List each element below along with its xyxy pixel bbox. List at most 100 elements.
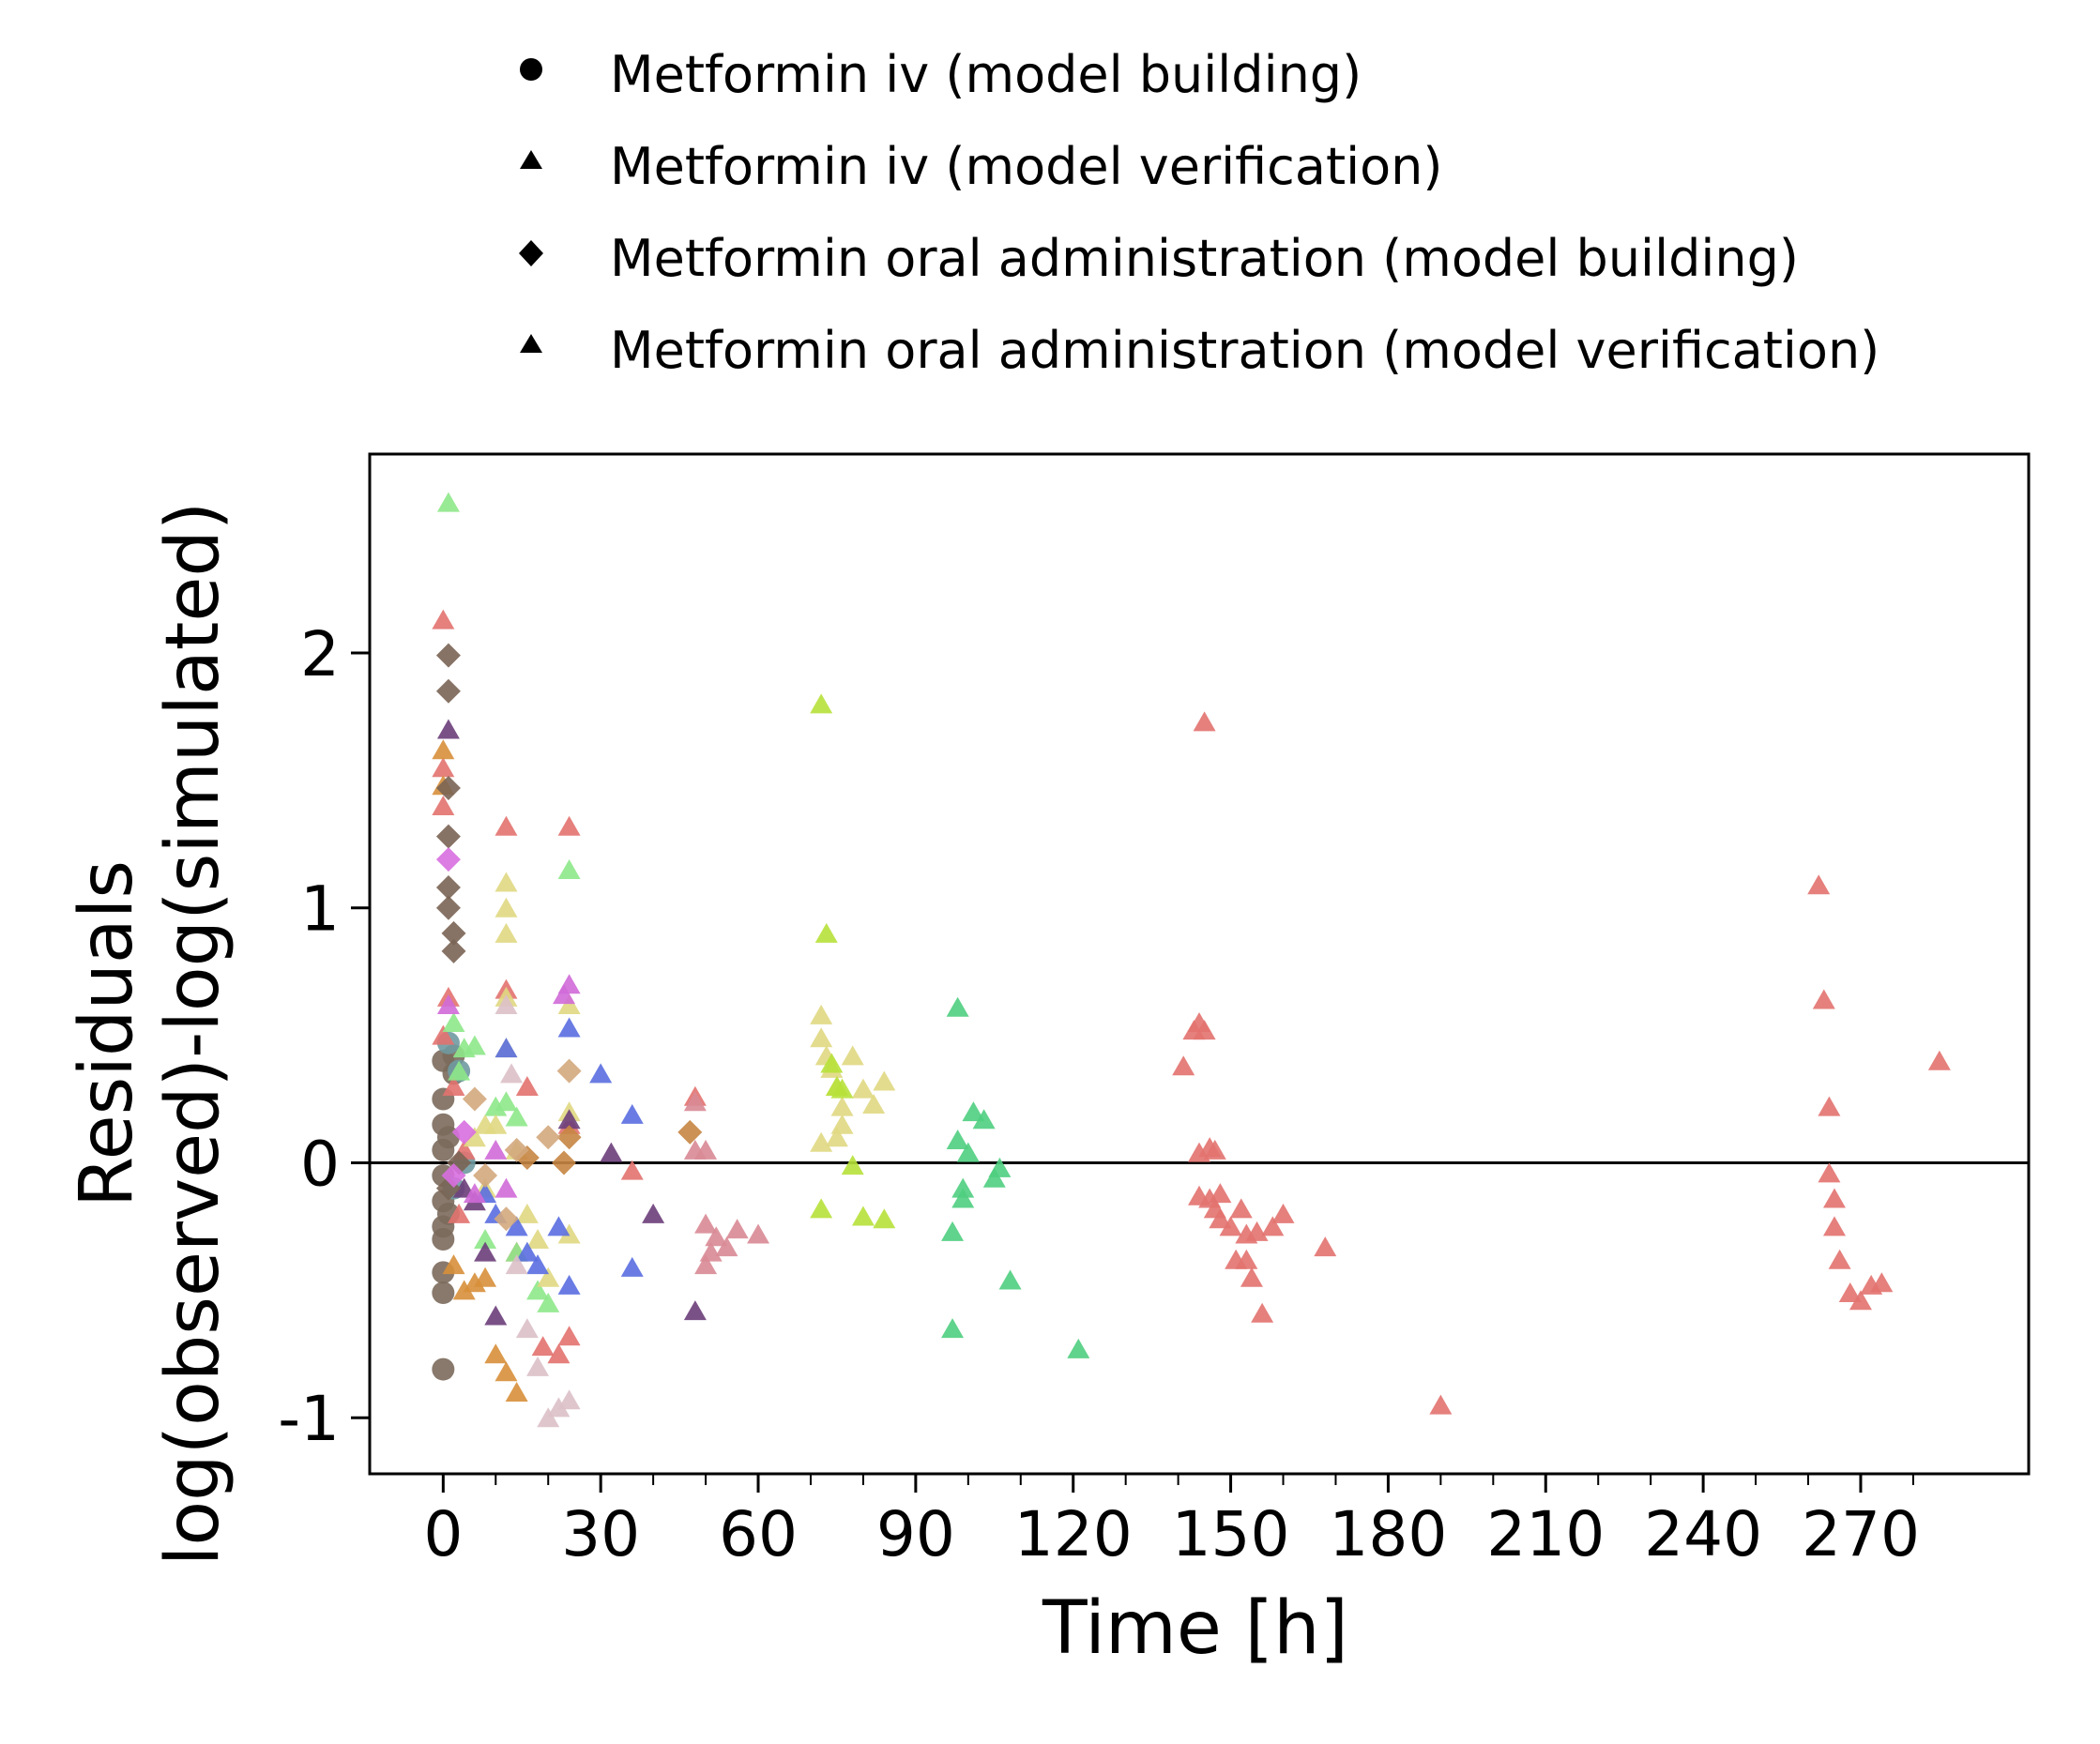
data-point-triangle bbox=[1261, 1216, 1285, 1236]
data-point-triangle bbox=[830, 1096, 854, 1116]
data-point-triangle bbox=[526, 1254, 550, 1275]
data-point-triangle bbox=[436, 492, 460, 512]
data-point-triangle bbox=[810, 1198, 833, 1219]
data-point-triangle bbox=[1245, 1221, 1269, 1241]
x-tick-label: 150 bbox=[1172, 1498, 1290, 1570]
data-point-triangle bbox=[557, 993, 581, 1014]
legend-item-oral-verification: Metformin oral administration (model ver… bbox=[520, 321, 1879, 380]
data-point-triangle bbox=[495, 922, 518, 943]
y-tick-label: 2 bbox=[300, 618, 340, 690]
y-tick-label: 1 bbox=[300, 873, 340, 946]
data-point-triangle bbox=[495, 897, 518, 917]
data-point-triangle bbox=[694, 1139, 718, 1160]
x-tick-label: 0 bbox=[423, 1498, 463, 1570]
data-point-triangle bbox=[442, 1075, 465, 1096]
data-point-triangle bbox=[557, 1223, 581, 1244]
legend-label: Metformin iv (model building) bbox=[610, 45, 1362, 104]
data-point-diamond bbox=[536, 1125, 561, 1150]
data-point-triangle bbox=[1818, 1096, 1841, 1116]
data-point-circle bbox=[432, 1357, 455, 1381]
data-point-triangle bbox=[432, 1024, 455, 1045]
data-point-triangle bbox=[463, 1035, 486, 1055]
data-point-triangle bbox=[747, 1223, 770, 1244]
data-point-triangle bbox=[810, 1027, 833, 1048]
data-point-triangle bbox=[557, 815, 581, 836]
data-point-triangle bbox=[484, 1305, 508, 1326]
data-point-triangle bbox=[484, 1139, 508, 1160]
data-point-triangle bbox=[531, 1336, 555, 1357]
data-point-triangle bbox=[988, 1157, 1012, 1177]
data-point-triangle bbox=[1193, 1020, 1216, 1040]
data-point-triangle bbox=[725, 1219, 749, 1239]
data-point-triangle bbox=[1240, 1266, 1263, 1287]
data-point-triangle bbox=[463, 1272, 486, 1293]
x-tick-label: 30 bbox=[561, 1498, 640, 1570]
data-point-triangle bbox=[683, 1091, 707, 1112]
data-point-triangle bbox=[946, 1130, 969, 1150]
data-point-triangle bbox=[1172, 1055, 1195, 1076]
data-point-triangle bbox=[873, 1070, 896, 1091]
data-point-diamond bbox=[462, 1086, 487, 1112]
data-point-triangle bbox=[1429, 1394, 1453, 1415]
data-point-triangle bbox=[463, 1127, 486, 1147]
data-point-triangle bbox=[699, 1241, 723, 1262]
data-point-triangle bbox=[946, 996, 969, 1017]
data-point-triangle bbox=[810, 1004, 833, 1024]
data-point-diamond bbox=[552, 1150, 577, 1175]
x-tick-label: 210 bbox=[1486, 1498, 1605, 1570]
data-point-triangle bbox=[873, 1208, 896, 1229]
x-axis: 0 30 60 90 120 150 180 210 240 270 bbox=[423, 1474, 1920, 1570]
data-point-triangle bbox=[526, 1280, 550, 1300]
x-tick-label: 180 bbox=[1329, 1498, 1447, 1570]
data-points-layer bbox=[432, 492, 1951, 1428]
data-point-triangle bbox=[547, 1397, 571, 1418]
data-point-circle bbox=[432, 1281, 455, 1305]
data-point-triangle bbox=[432, 796, 455, 816]
data-point-triangle bbox=[1229, 1198, 1253, 1219]
data-point-triangle bbox=[1193, 711, 1216, 732]
data-point-triangle bbox=[642, 1203, 665, 1223]
y-tick-label: -1 bbox=[278, 1383, 340, 1455]
data-point-triangle bbox=[1271, 1203, 1295, 1223]
data-point-triangle bbox=[505, 1382, 528, 1403]
data-point-triangle bbox=[557, 858, 581, 879]
data-point-diamond bbox=[435, 775, 461, 800]
data-point-diamond bbox=[435, 874, 461, 900]
data-point-diamond bbox=[473, 1163, 498, 1189]
data-point-triangle bbox=[1807, 874, 1831, 895]
data-point-triangle bbox=[1203, 1139, 1226, 1160]
data-point-triangle bbox=[1849, 1290, 1872, 1311]
data-point-triangle bbox=[474, 1241, 497, 1262]
data-point-triangle bbox=[448, 1060, 471, 1081]
data-point-triangle bbox=[951, 1188, 975, 1208]
data-point-triangle bbox=[810, 1131, 833, 1152]
data-point-triangle bbox=[474, 1228, 497, 1249]
x-tick-label: 120 bbox=[1014, 1498, 1133, 1570]
data-point-triangle bbox=[1838, 1282, 1862, 1303]
data-point-triangle bbox=[715, 1236, 738, 1257]
data-point-triangle bbox=[941, 1221, 965, 1241]
data-point-triangle bbox=[515, 1241, 539, 1262]
y-axis-title-line2: log(observed)-log(simulated) bbox=[151, 502, 236, 1567]
data-point-triangle bbox=[495, 1038, 518, 1058]
legend-label: Metformin iv (model verification) bbox=[610, 137, 1442, 196]
data-point-diamond bbox=[504, 1137, 529, 1162]
data-point-triangle bbox=[484, 1343, 508, 1364]
data-point-triangle bbox=[1209, 1208, 1232, 1229]
data-point-triangle bbox=[620, 1103, 644, 1124]
data-point-triangle bbox=[436, 993, 460, 1014]
data-point-triangle bbox=[432, 739, 455, 760]
data-point-diamond bbox=[451, 1119, 477, 1145]
data-point-triangle bbox=[495, 1091, 518, 1112]
data-point-triangle bbox=[1314, 1236, 1337, 1257]
data-point-triangle bbox=[998, 1269, 1022, 1290]
data-point-triangle bbox=[820, 1053, 844, 1073]
data-point-triangle bbox=[553, 984, 576, 1005]
data-point-triangle bbox=[600, 1142, 623, 1162]
data-point-triangle bbox=[452, 1280, 476, 1300]
data-point-triangle bbox=[495, 872, 518, 892]
legend-circle-marker bbox=[520, 58, 542, 81]
x-tick-label: 90 bbox=[876, 1498, 955, 1570]
data-point-triangle bbox=[448, 1203, 471, 1223]
data-point-triangle bbox=[694, 1213, 718, 1234]
